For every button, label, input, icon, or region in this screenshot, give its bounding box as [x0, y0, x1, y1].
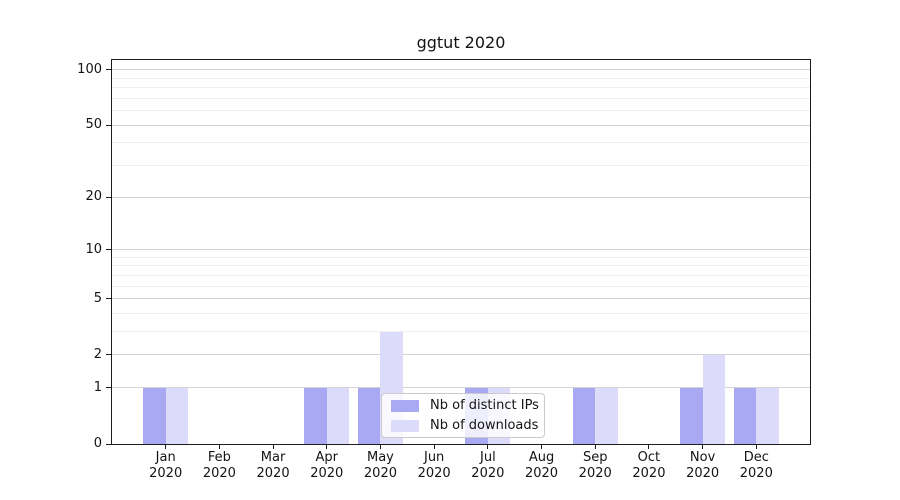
x-tick-Dec [755, 444, 757, 449]
gridline-minor-9 [112, 256, 810, 258]
x-tick-Nov [702, 444, 704, 449]
y-tick-20 [106, 196, 112, 198]
bar-downloads-Sep [595, 387, 618, 444]
gridline-minor-60 [112, 110, 810, 112]
x-tick-label-May: May 2020 [363, 450, 397, 481]
gridline-minor-6 [112, 285, 810, 287]
y-tick-50 [106, 124, 112, 126]
y-tick-2 [106, 354, 112, 356]
gridline-minor-8 [112, 265, 810, 267]
legend-label-downloads: Nb of downloads [430, 417, 539, 433]
bar-distinct-ips-Apr [304, 387, 327, 444]
chart-title: ggtut 2020 [416, 33, 506, 52]
x-tick-label-Jul: Jul 2020 [471, 450, 505, 481]
y-tick-100 [106, 69, 112, 71]
bar-downloads-Apr [326, 387, 350, 444]
gridline-major-10 [112, 249, 810, 251]
gridline-major-1 [112, 387, 810, 389]
y-tick-label-2: 2 [93, 346, 102, 362]
x-tick-label-Feb: Feb 2020 [202, 450, 236, 481]
y-tick-0 [106, 443, 112, 445]
bar-downloads-Dec [756, 387, 779, 444]
gridline-minor-30 [112, 165, 810, 167]
x-tick-Feb [218, 444, 220, 449]
y-tick-label-5: 5 [93, 290, 102, 306]
gridline-minor-80 [112, 87, 810, 89]
bar-distinct-ips-Sep [572, 387, 596, 444]
y-tick-label-1: 1 [93, 379, 102, 395]
bar-distinct-ips-Jan [143, 387, 166, 444]
gridline-major-50 [112, 124, 810, 126]
x-tick-Jun [433, 444, 435, 449]
gridline-minor-4 [112, 313, 810, 314]
bar-downloads-Nov [702, 354, 726, 444]
x-tick-Jul [487, 444, 489, 449]
legend-swatch-distinct-ips [391, 399, 419, 412]
gridline-minor-70 [112, 97, 810, 99]
x-tick-label-Nov: Nov 2020 [686, 450, 720, 481]
y-tick-label-50: 50 [85, 117, 102, 133]
bar-distinct-ips-Nov [680, 387, 703, 444]
legend-swatch-downloads [391, 419, 419, 432]
x-tick-label-Jun: Jun 2020 [417, 450, 451, 481]
x-tick-Aug [541, 444, 543, 449]
bar-distinct-ips-May [357, 387, 381, 444]
y-tick-10 [106, 249, 112, 251]
x-tick-label-Apr: Apr 2020 [310, 450, 344, 481]
gridline-minor-90 [112, 77, 810, 79]
gridline-minor-3 [112, 331, 810, 333]
x-tick-May [379, 444, 381, 449]
gridline-major-2 [112, 354, 810, 356]
y-tick-label-0: 0 [93, 436, 102, 451]
x-tick-label-Sep: Sep 2020 [578, 450, 612, 481]
x-tick-label-Aug: Aug 2020 [524, 450, 559, 481]
bar-downloads-Jan [165, 387, 189, 444]
y-tick-label-20: 20 [85, 189, 102, 205]
x-tick-label-Mar: Mar 2020 [256, 450, 290, 481]
bar-distinct-ips-Dec [733, 387, 757, 444]
x-tick-label-Oct: Oct 2020 [632, 450, 666, 481]
legend-label-distinct-ips: Nb of distinct IPs [430, 397, 539, 413]
y-tick-label-100: 100 [77, 61, 102, 77]
x-tick-Jan [165, 444, 167, 449]
x-tick-Sep [594, 444, 596, 449]
x-tick-label-Dec: Dec 2020 [739, 450, 773, 481]
gridline-minor-40 [112, 142, 810, 144]
x-tick-Oct [648, 444, 650, 449]
legend-item-distinct-ips: Nb of distinct IPs [391, 398, 539, 414]
x-tick-label-Jan: Jan 2020 [149, 450, 183, 481]
x-tick-Mar [272, 444, 274, 449]
legend: Nb of distinct IPs Nb of downloads [381, 393, 545, 438]
x-tick-Apr [326, 444, 328, 449]
gridline-minor-7 [112, 274, 810, 276]
gridline-major-20 [112, 196, 810, 198]
y-tick-1 [106, 387, 112, 389]
gridline-major-100 [112, 69, 810, 71]
gridline-major-5 [112, 298, 810, 300]
y-tick-5 [106, 298, 112, 300]
legend-item-downloads: Nb of downloads [391, 417, 539, 434]
y-tick-label-10: 10 [85, 241, 102, 257]
